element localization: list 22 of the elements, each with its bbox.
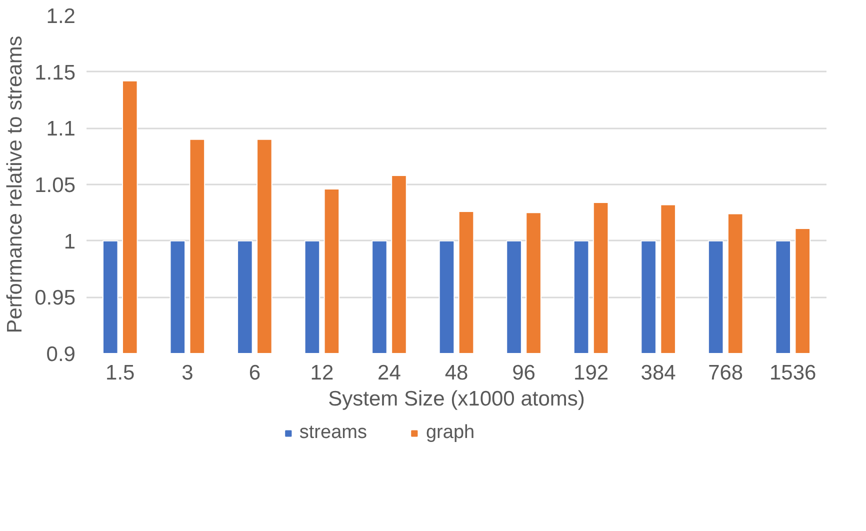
x-tick-label: 384 — [640, 362, 676, 384]
y-tick-label: 0.95 — [34, 286, 76, 310]
y-tick-label: 1.2 — [46, 5, 76, 28]
y-tick-label: 1 — [64, 230, 76, 254]
y-tick-label: 1.15 — [34, 61, 76, 84]
y-tick-label: 1.05 — [34, 174, 76, 197]
x-tick-label: 1.5 — [106, 362, 135, 384]
x-axis-title: System Size (x1000 atoms) — [328, 388, 585, 410]
x-tick-label: 96 — [512, 362, 536, 384]
x-tick-label: 768 — [708, 362, 744, 384]
x-tick-label: 1536 — [770, 362, 816, 384]
legend-label: streams — [299, 422, 367, 444]
y-axis-title: Performance relative to streams — [4, 36, 27, 334]
x-tick-label: 3 — [182, 362, 194, 384]
x-tick-label: 6 — [248, 362, 261, 384]
x-tick-label: 192 — [574, 362, 609, 384]
legend-label: graph — [426, 422, 475, 444]
x-tick-label: 12 — [310, 362, 334, 384]
y-tick-label: 1.1 — [46, 118, 76, 141]
x-tick-label: 48 — [444, 362, 468, 384]
x-tick-label: 24 — [378, 362, 402, 384]
y-tick-label: 0.9 — [46, 343, 76, 366]
